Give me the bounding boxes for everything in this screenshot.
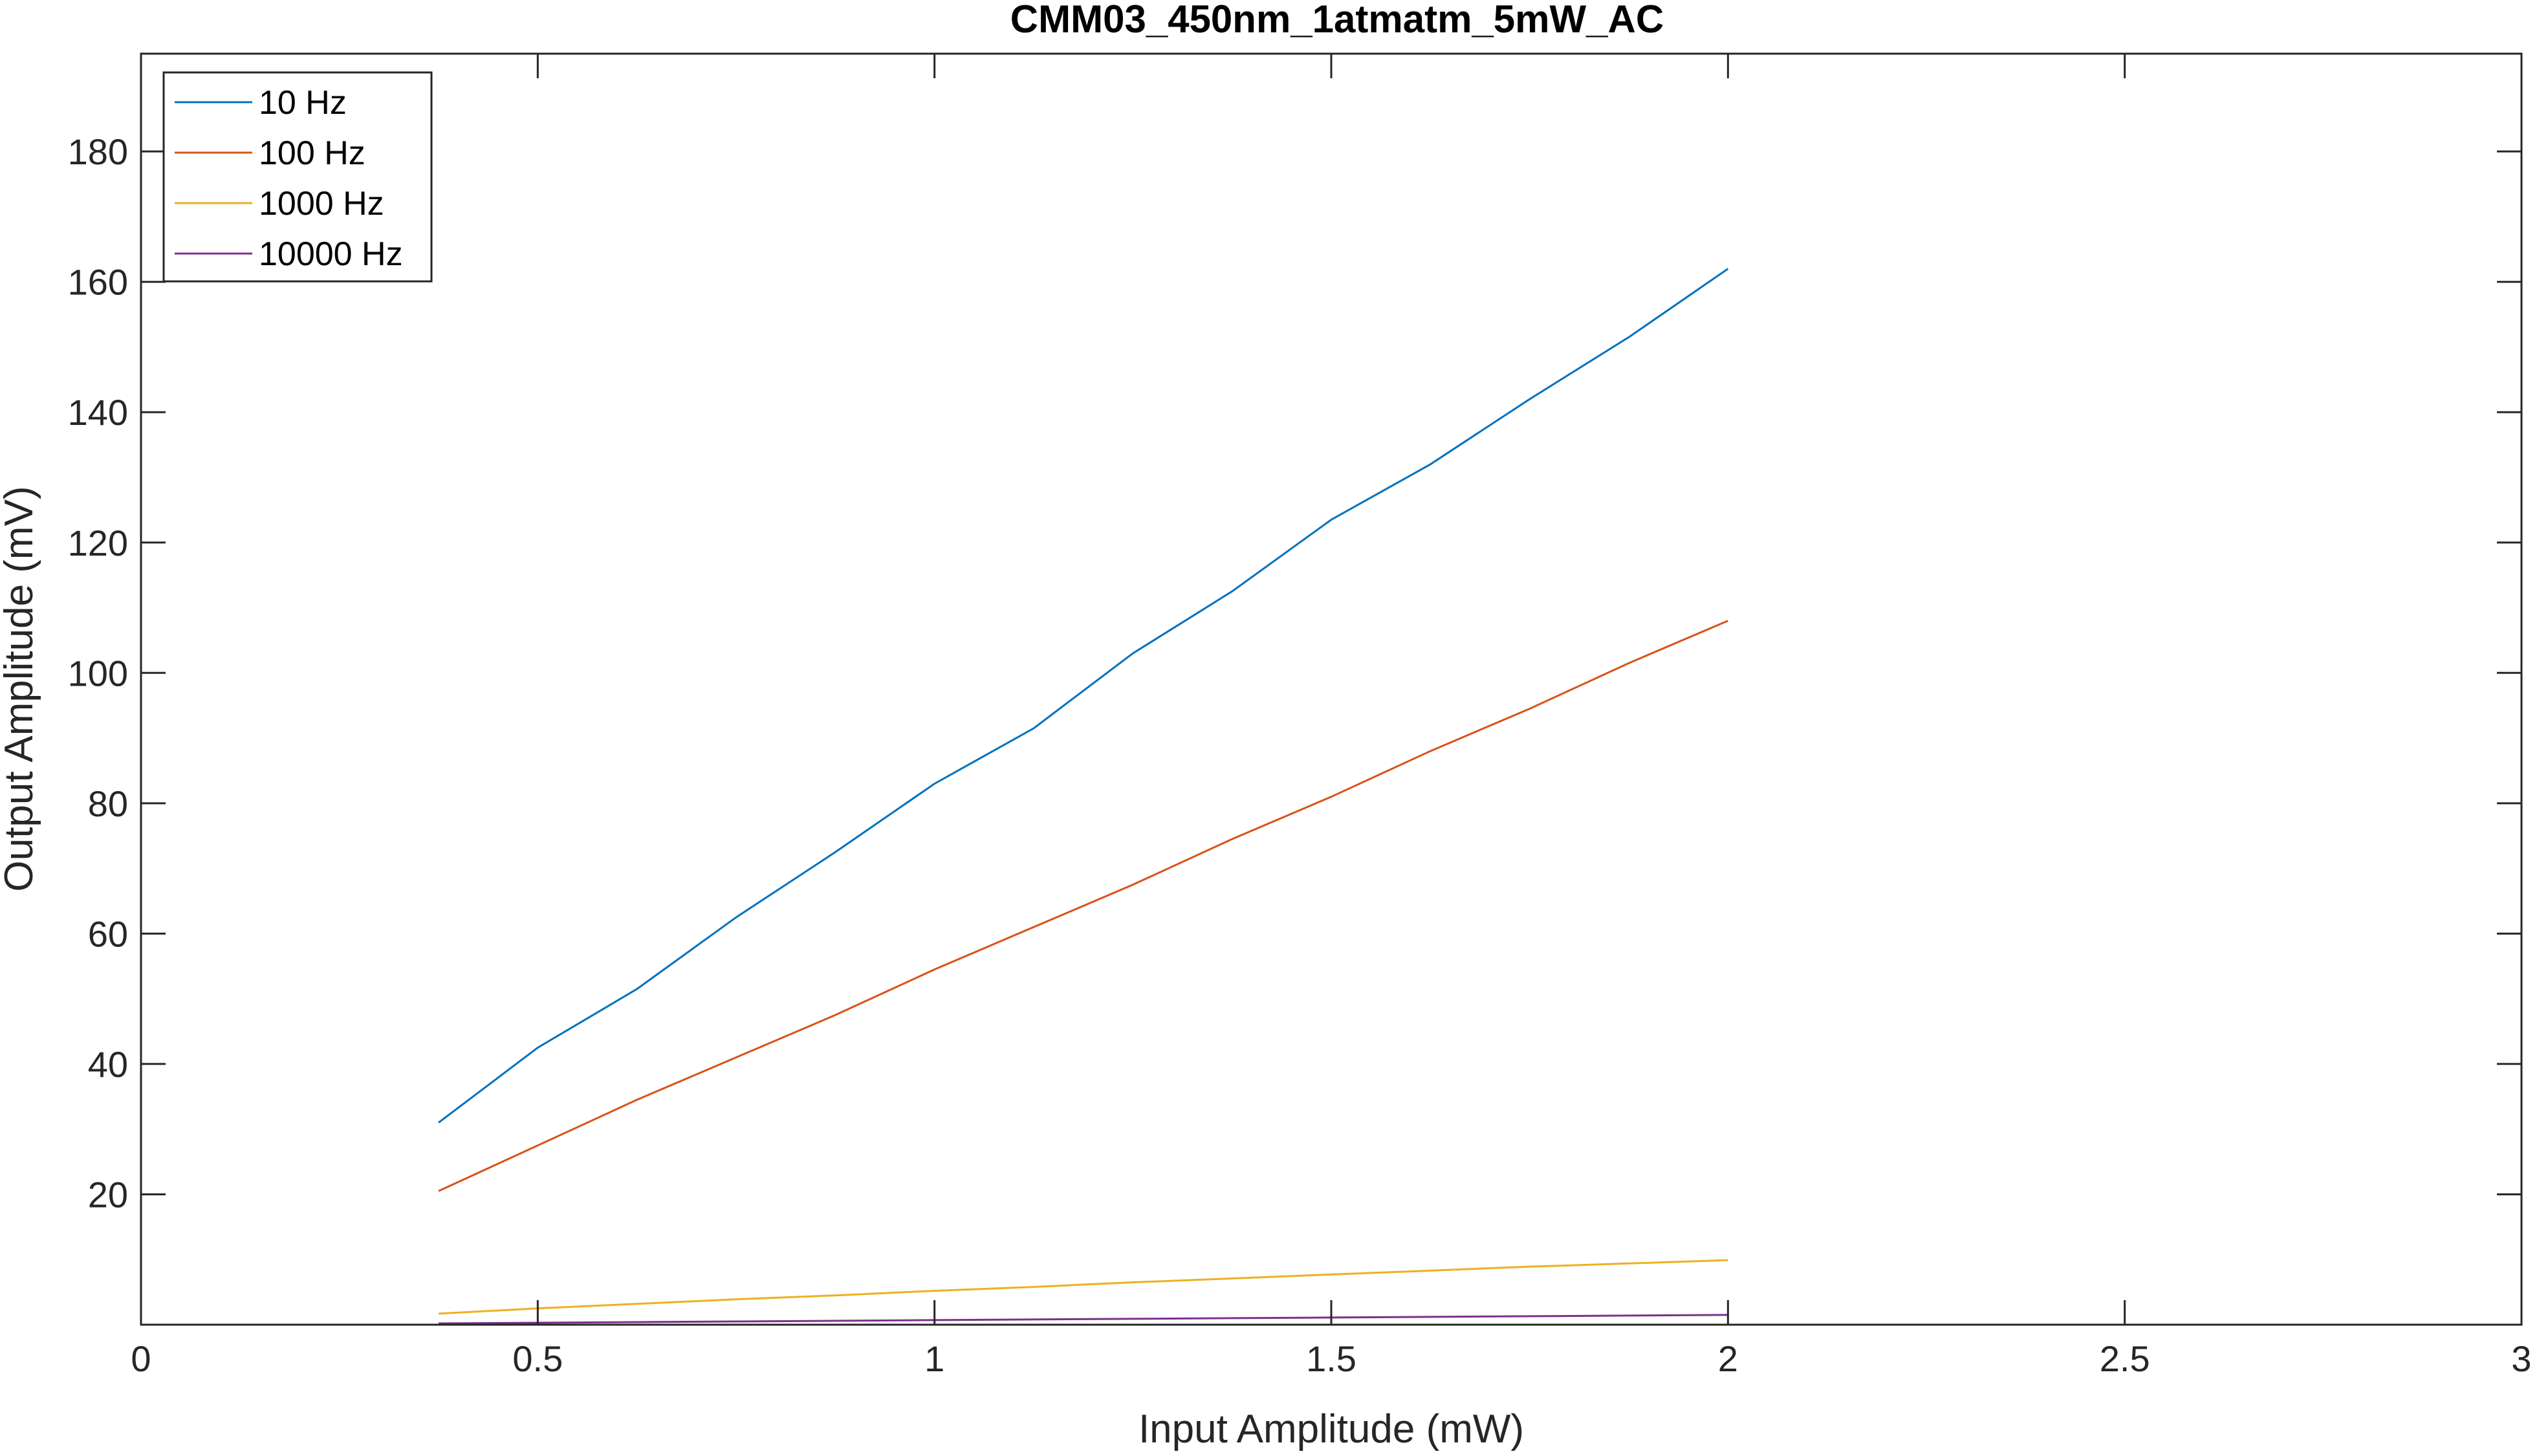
legend-label: 10 Hz	[259, 84, 347, 122]
series-line-4	[438, 1314, 1728, 1325]
y-axis-label: Output Amplitude (mV)	[0, 486, 41, 891]
series-line-3	[438, 1259, 1728, 1315]
y-tick-label: 100	[68, 653, 128, 693]
x-axis-ticks: 0 0.5 1 1.5 2 2.5 3	[131, 54, 2532, 1379]
plot-area-frame	[140, 52, 2523, 1326]
series-line-2	[438, 620, 1728, 1192]
legend: 10 Hz 100 Hz 1000 Hz 10000 Hz	[162, 71, 433, 283]
x-tick-label: 1	[924, 1338, 944, 1379]
series-line-1	[438, 268, 1729, 1124]
x-tick-label: 2	[1718, 1338, 1738, 1379]
y-axis-ticks: 20 40 60 80 100 120 140 160 180	[68, 131, 2521, 1215]
x-axis-label: Input Amplitude (mW)	[1138, 1407, 1524, 1451]
y-tick-label: 80	[88, 783, 128, 824]
x-tick-label: 0	[131, 1338, 151, 1379]
x-tick-label: 1.5	[1306, 1338, 1356, 1379]
x-tick-label: 0.5	[512, 1338, 563, 1379]
legend-box	[162, 71, 433, 283]
legend-label: 100 Hz	[259, 135, 365, 172]
legend-label: 1000 Hz	[259, 185, 384, 223]
y-tick-label: 20	[88, 1174, 128, 1215]
y-tick-label: 160	[68, 262, 128, 303]
y-tick-label: 60	[88, 913, 128, 954]
y-tick-label: 40	[88, 1044, 128, 1085]
y-tick-label: 140	[68, 392, 128, 433]
y-tick-label: 120	[68, 523, 128, 563]
series-layer	[438, 268, 1729, 1325]
y-tick-label: 180	[68, 131, 128, 172]
x-tick-label: 2.5	[2100, 1338, 2150, 1379]
chart-title: CMM03_450nm_1atmatm_5mW_AC	[1010, 0, 1664, 41]
legend-label: 10000 Hz	[259, 235, 403, 273]
x-tick-label: 3	[2511, 1338, 2531, 1379]
